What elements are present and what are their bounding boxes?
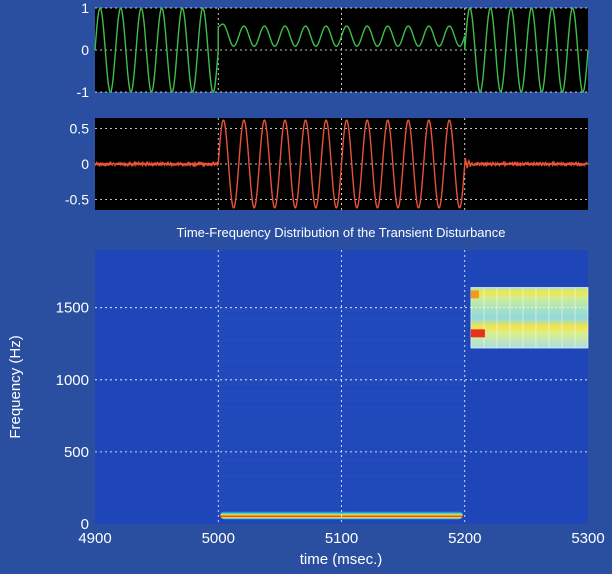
inset-hotspot [470,290,479,299]
y-tick-label: 0 [81,156,89,172]
heatmap-inset [470,287,589,349]
y-tick-label: 1000 [56,372,89,389]
heatmap-panel: Time-Frequency Distribution of the Trans… [7,225,605,568]
middle-signal-line [94,119,589,209]
inset-hotspot [470,329,485,338]
x-tick-label: 4900 [78,530,111,547]
y-tick-label: -1 [77,84,90,100]
heatmap-xticks: 4900 5000 5100 5200 5300 [78,530,604,547]
heatmap-title: Time-Frequency Distribution of the Trans… [177,225,506,240]
top-panel: 1 0 -1 [77,0,589,100]
heatmap-yticks: 0 500 1000 1500 [56,300,89,533]
y-tick-label: 0 [81,42,89,58]
y-tick-label: 500 [64,444,89,461]
y-tick-label: -0.5 [65,191,89,207]
y-tick-label: 1 [81,0,89,16]
x-tick-label: 5100 [325,530,358,547]
y-axis-label: Frequency (Hz) [7,335,24,438]
heatmap-inset-image [470,287,589,349]
y-tick-label: 1500 [56,300,89,317]
x-tick-label: 5000 [202,530,235,547]
y-tick-label: 0.5 [70,121,90,137]
top-signal-line [94,7,589,93]
x-tick-label: 5300 [571,530,604,547]
heatmap-inset-grid [470,287,588,349]
x-axis-label: time (msec.) [300,551,383,568]
top-yticks: 1 0 -1 [77,0,90,100]
middle-panel: 0.5 0 -0.5 [65,118,589,210]
middle-yticks: 0.5 0 -0.5 [65,121,89,208]
x-tick-label: 5200 [448,530,481,547]
y-tick-label: 0 [81,516,89,533]
